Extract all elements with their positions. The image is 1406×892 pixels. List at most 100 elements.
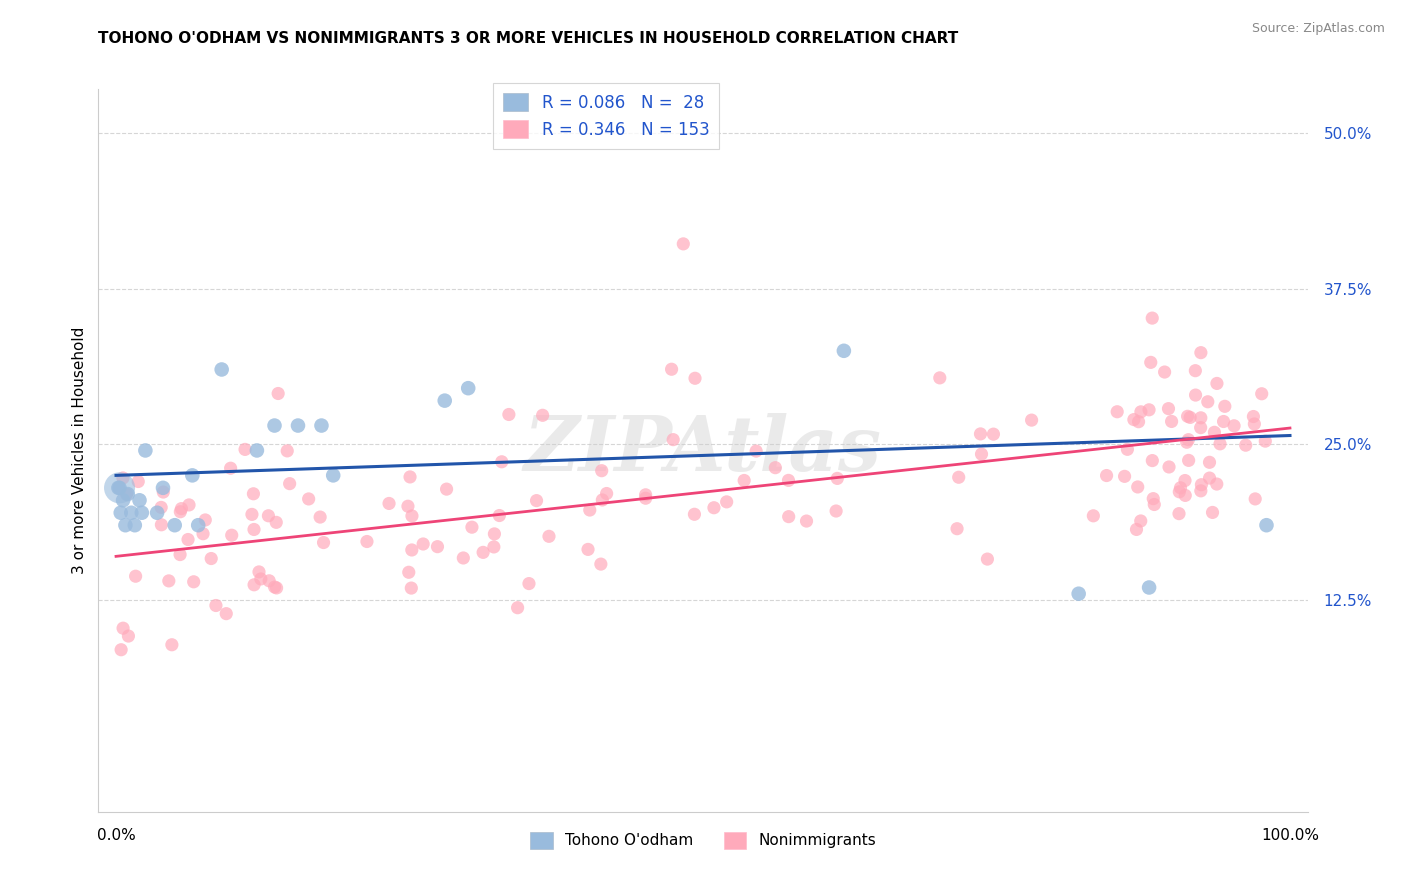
Point bbox=[591, 492, 613, 507]
Point bbox=[1244, 491, 1267, 506]
Point bbox=[150, 517, 173, 532]
Point bbox=[117, 629, 139, 643]
Point bbox=[177, 533, 200, 547]
Point bbox=[219, 461, 242, 475]
Point bbox=[1083, 508, 1105, 523]
Point bbox=[134, 443, 156, 458]
Point bbox=[163, 518, 186, 533]
Point bbox=[1021, 413, 1043, 427]
Point bbox=[1205, 477, 1227, 491]
Point bbox=[1160, 414, 1182, 428]
Point bbox=[215, 607, 238, 621]
Point bbox=[257, 574, 280, 588]
Point bbox=[246, 443, 269, 458]
Point bbox=[1170, 481, 1192, 495]
Point bbox=[1143, 498, 1166, 512]
Point bbox=[1234, 438, 1257, 452]
Point bbox=[221, 528, 243, 542]
Point bbox=[114, 518, 136, 533]
Point bbox=[1198, 471, 1220, 485]
Point bbox=[983, 427, 1005, 442]
Point bbox=[152, 485, 174, 500]
Point bbox=[1198, 455, 1220, 469]
Point bbox=[537, 529, 560, 543]
Point bbox=[1189, 420, 1212, 434]
Point bbox=[1206, 376, 1229, 391]
Point bbox=[399, 470, 422, 484]
Point bbox=[152, 481, 174, 495]
Point bbox=[298, 491, 321, 506]
Point bbox=[745, 444, 768, 458]
Point bbox=[250, 572, 273, 586]
Point bbox=[1142, 453, 1164, 467]
Point bbox=[157, 574, 180, 588]
Point bbox=[124, 518, 146, 533]
Point bbox=[1177, 453, 1199, 467]
Point bbox=[263, 580, 285, 594]
Point bbox=[108, 481, 131, 495]
Point bbox=[412, 537, 434, 551]
Point bbox=[1209, 437, 1232, 451]
Point bbox=[401, 543, 423, 558]
Point bbox=[453, 551, 475, 566]
Point bbox=[309, 510, 332, 524]
Point bbox=[181, 468, 204, 483]
Point bbox=[1177, 433, 1199, 447]
Point bbox=[796, 514, 818, 528]
Point bbox=[733, 474, 755, 488]
Point bbox=[634, 488, 657, 502]
Point bbox=[976, 552, 998, 566]
Point bbox=[1189, 410, 1212, 425]
Point bbox=[1241, 409, 1264, 424]
Point bbox=[763, 460, 786, 475]
Point bbox=[211, 362, 233, 376]
Point bbox=[112, 621, 135, 635]
Point bbox=[322, 468, 344, 483]
Point bbox=[131, 506, 153, 520]
Point bbox=[683, 508, 706, 522]
Point bbox=[716, 495, 738, 509]
Point bbox=[426, 540, 449, 554]
Point bbox=[1213, 400, 1236, 414]
Point bbox=[266, 581, 288, 595]
Point bbox=[498, 408, 520, 422]
Point bbox=[263, 418, 285, 433]
Point bbox=[247, 565, 270, 579]
Point bbox=[1157, 401, 1180, 416]
Point bbox=[160, 638, 183, 652]
Point bbox=[200, 551, 222, 566]
Point bbox=[108, 481, 131, 495]
Point bbox=[661, 362, 683, 376]
Point bbox=[488, 508, 510, 523]
Point bbox=[312, 535, 335, 549]
Point bbox=[1114, 469, 1136, 483]
Point bbox=[276, 443, 298, 458]
Point bbox=[1139, 355, 1161, 369]
Point bbox=[703, 500, 725, 515]
Point bbox=[146, 506, 169, 520]
Point bbox=[832, 343, 855, 358]
Point bbox=[672, 236, 695, 251]
Point bbox=[1189, 483, 1212, 498]
Point bbox=[1256, 518, 1278, 533]
Point bbox=[233, 442, 256, 457]
Point bbox=[531, 409, 554, 423]
Point bbox=[1184, 364, 1206, 378]
Point bbox=[526, 493, 548, 508]
Point bbox=[683, 371, 706, 385]
Point bbox=[1116, 442, 1139, 457]
Point bbox=[484, 527, 506, 541]
Point bbox=[177, 498, 200, 512]
Point bbox=[183, 574, 205, 589]
Point bbox=[1254, 434, 1277, 449]
Point bbox=[1128, 415, 1150, 429]
Point bbox=[506, 600, 529, 615]
Point bbox=[1177, 409, 1199, 424]
Point bbox=[401, 508, 423, 523]
Point bbox=[948, 470, 970, 484]
Y-axis label: 3 or more Vehicles in Household: 3 or more Vehicles in Household bbox=[72, 326, 87, 574]
Point bbox=[278, 476, 301, 491]
Point bbox=[1153, 365, 1175, 379]
Point bbox=[205, 599, 228, 613]
Point bbox=[1201, 505, 1223, 519]
